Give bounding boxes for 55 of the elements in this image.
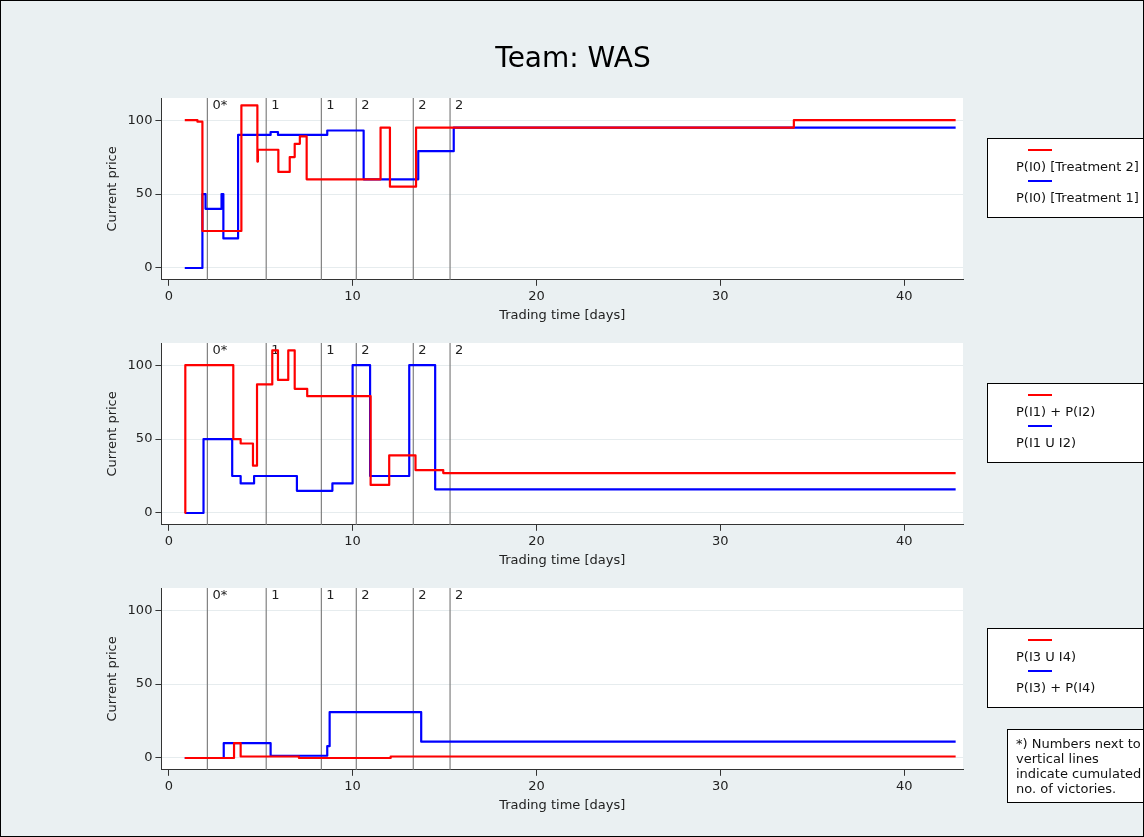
legend-label: P(I0) [Treatment 2]: [1015, 159, 1140, 174]
y-axis-title: Current price: [104, 391, 120, 477]
x-tick-label: 30: [712, 532, 729, 548]
y-tick-label: 0: [144, 504, 153, 520]
y-tick-label: 0: [144, 259, 153, 275]
x-axis-title: Trading time [days]: [498, 306, 626, 322]
legend-label: P(I3 U I4): [1015, 649, 1077, 664]
legend-label: P(I0) [Treatment 1]: [1015, 190, 1140, 205]
x-tick-label: 0: [164, 287, 173, 303]
annotation: 1: [326, 341, 335, 357]
annotation: 2: [418, 586, 427, 602]
annotation: 2: [455, 341, 464, 357]
x-tick-label: 20: [528, 287, 545, 303]
x-tick-label: 10: [344, 777, 361, 793]
annotation: 2: [455, 586, 464, 602]
annotation: 2: [418, 96, 427, 112]
y-axis-title: Current price: [104, 146, 120, 232]
x-axis-title: Trading time [days]: [498, 551, 626, 567]
annotation: 2: [361, 586, 370, 602]
y-tick-label: 50: [135, 430, 153, 446]
annotation: 0*: [212, 341, 228, 357]
x-tick-label: 30: [712, 777, 729, 793]
y-tick-label: 100: [127, 356, 153, 372]
annotation: 2: [361, 341, 370, 357]
x-tick-label: 40: [895, 532, 913, 548]
text: *) Numbers next to vertical lines indicate cumulated no. of victories.: [1007, 729, 1144, 803]
x-tick-label: 10: [344, 287, 361, 303]
x-tick-label: 30: [712, 287, 729, 303]
x-tick-label: 40: [895, 287, 913, 303]
annotation: 1: [326, 586, 335, 602]
y-tick-label: 50: [135, 675, 153, 691]
x-tick-label: 10: [344, 532, 361, 548]
x-tick-label: 40: [895, 777, 913, 793]
annotation: 1: [271, 96, 280, 112]
y-tick-label: 100: [127, 111, 153, 127]
annotation: 0*: [212, 96, 228, 112]
chart-title: Team: WAS: [494, 41, 652, 74]
annotation: 1: [326, 96, 335, 112]
annotation: 2: [361, 96, 370, 112]
legend-label: P(I3) + P(I4): [1015, 680, 1097, 695]
y-axis-title: Current price: [104, 636, 120, 722]
y-tick-label: 100: [127, 601, 153, 617]
x-tick-label: 20: [528, 532, 545, 548]
legend-label: P(I1) + P(I2): [1015, 404, 1097, 419]
x-axis-title: Trading time [days]: [498, 796, 626, 812]
annotation: 0*: [212, 586, 228, 602]
legend-label: P(I1 U I2): [1015, 435, 1077, 450]
y-tick-label: 0: [144, 749, 153, 765]
x-tick-label: 20: [528, 777, 545, 793]
annotation: 1: [271, 586, 280, 602]
x-tick-label: 0: [164, 532, 173, 548]
x-tick-label: 0: [164, 777, 173, 793]
y-tick-label: 50: [135, 185, 153, 201]
annotation: 2: [455, 96, 464, 112]
annotation: 2: [418, 341, 427, 357]
